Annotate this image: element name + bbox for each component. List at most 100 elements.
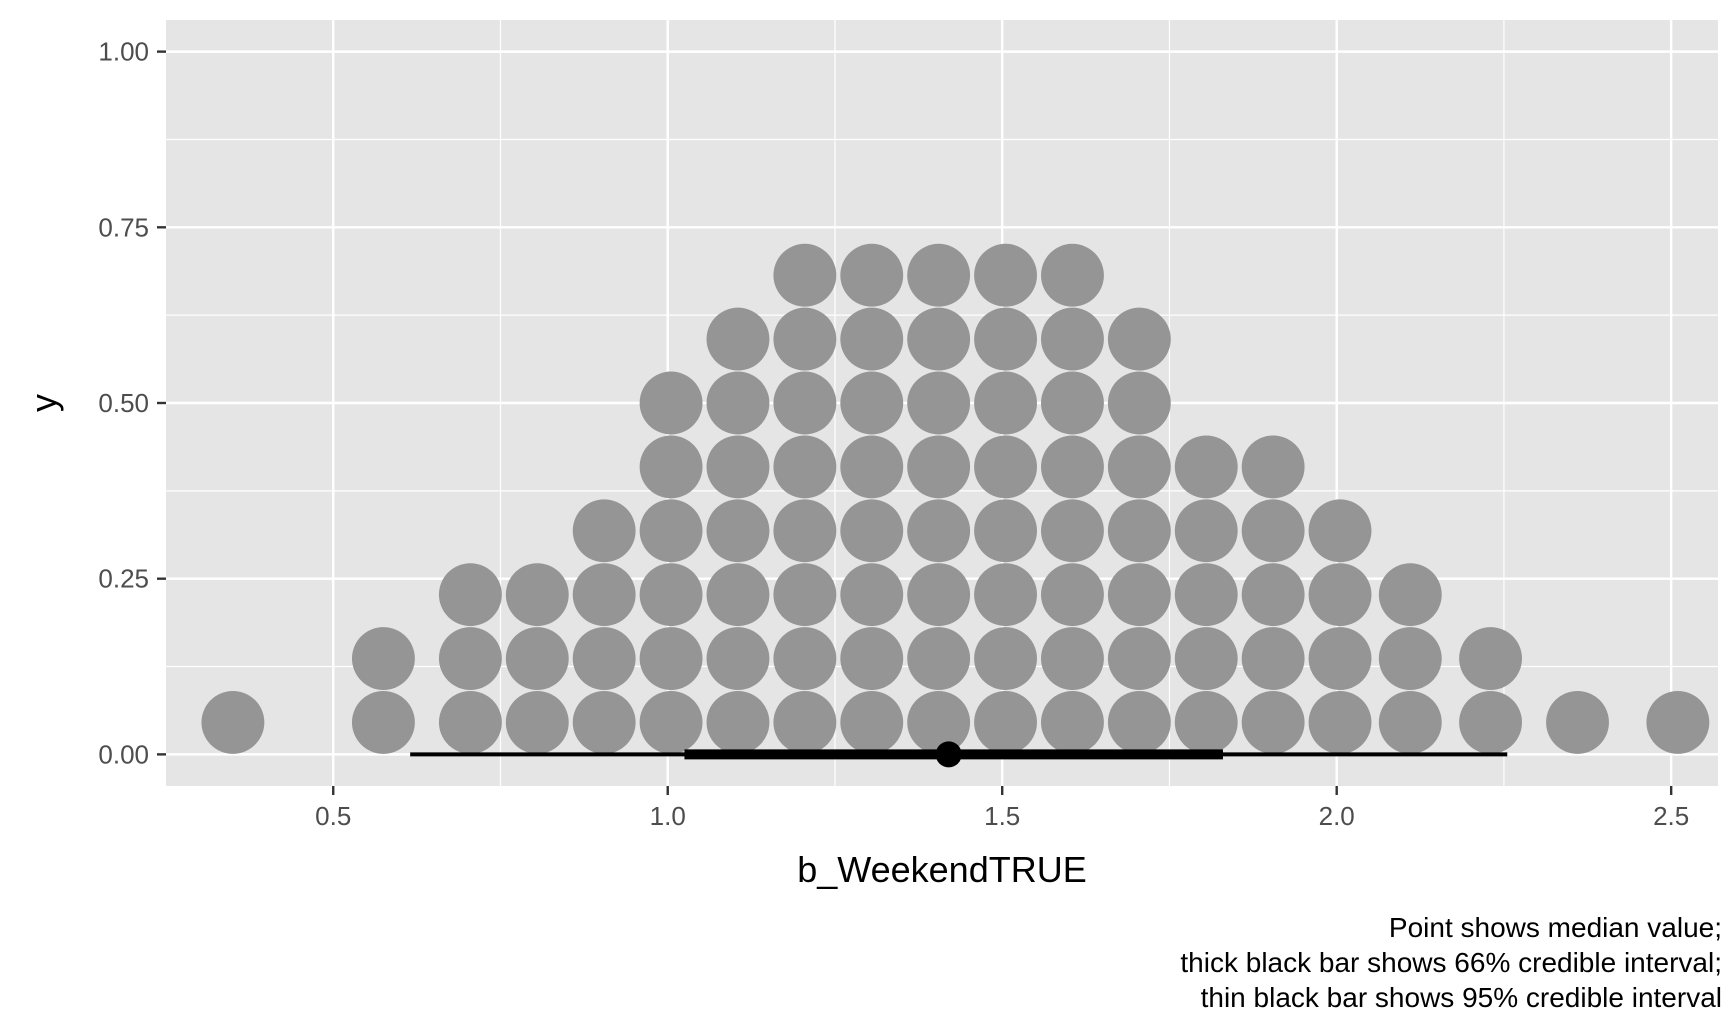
dot bbox=[1378, 563, 1442, 627]
dot bbox=[1107, 563, 1171, 627]
y-tick-label: 0.75 bbox=[98, 212, 149, 242]
dot bbox=[840, 627, 904, 690]
dot bbox=[1174, 627, 1238, 690]
dot bbox=[1459, 690, 1522, 754]
dot bbox=[706, 690, 770, 754]
x-tick-label: 2.5 bbox=[1653, 801, 1689, 831]
dot bbox=[1308, 627, 1372, 690]
dot bbox=[639, 499, 703, 563]
dot bbox=[351, 627, 415, 690]
dot bbox=[1041, 243, 1104, 307]
dot bbox=[572, 563, 636, 627]
dot bbox=[773, 563, 837, 627]
dot bbox=[1241, 499, 1305, 563]
x-tick-label: 1.5 bbox=[984, 801, 1020, 831]
x-axis-title: b_WeekendTRUE bbox=[797, 849, 1086, 890]
dot bbox=[706, 307, 770, 371]
credible-intervals bbox=[410, 741, 1508, 768]
dot bbox=[1646, 690, 1710, 754]
dot bbox=[974, 690, 1037, 754]
x-tick-label: 2.0 bbox=[1319, 801, 1355, 831]
dot bbox=[639, 627, 703, 690]
dot bbox=[974, 243, 1037, 307]
dot bbox=[572, 627, 636, 690]
dot bbox=[907, 371, 971, 435]
dot bbox=[1378, 690, 1442, 754]
dot bbox=[1459, 627, 1522, 690]
dot bbox=[907, 563, 971, 627]
dot bbox=[1308, 563, 1372, 627]
dot bbox=[351, 690, 415, 754]
dot bbox=[572, 690, 636, 754]
dot bbox=[907, 690, 971, 754]
dot bbox=[639, 690, 703, 754]
y-axis: 0.00 0.25 0.50 0.75 1.00 bbox=[98, 37, 166, 769]
dot bbox=[1241, 435, 1305, 499]
x-tick-label: 0.5 bbox=[315, 801, 351, 831]
dot bbox=[773, 243, 837, 307]
dot bbox=[1107, 499, 1171, 563]
dot bbox=[907, 307, 971, 371]
dot bbox=[907, 435, 971, 499]
caption-line-2: thick black bar shows 66% credible inter… bbox=[1180, 947, 1722, 978]
dot bbox=[1308, 499, 1372, 563]
dot bbox=[706, 499, 770, 563]
dot bbox=[1041, 563, 1104, 627]
dot bbox=[974, 307, 1037, 371]
dot bbox=[438, 627, 502, 690]
dot bbox=[1241, 627, 1305, 690]
dot bbox=[1107, 371, 1171, 435]
dot bbox=[974, 627, 1037, 690]
dot bbox=[773, 435, 837, 499]
dot bbox=[773, 627, 837, 690]
dot bbox=[1107, 690, 1171, 754]
dot bbox=[639, 563, 703, 627]
dot bbox=[706, 627, 770, 690]
dot bbox=[505, 627, 569, 690]
y-tick-label: 0.50 bbox=[98, 388, 149, 418]
dot bbox=[706, 435, 770, 499]
x-axis: 0.5 1.0 1.5 2.0 2.5 bbox=[315, 786, 1689, 831]
dot bbox=[974, 435, 1037, 499]
dot bbox=[1107, 307, 1171, 371]
dot bbox=[974, 371, 1037, 435]
dot bbox=[840, 690, 904, 754]
dot bbox=[505, 563, 569, 627]
dot bbox=[773, 499, 837, 563]
y-tick-label: 0.25 bbox=[98, 564, 149, 594]
dot bbox=[1241, 690, 1305, 754]
dot bbox=[974, 499, 1037, 563]
caption-line-1: Point shows median value; bbox=[1389, 912, 1722, 943]
dot bbox=[1041, 690, 1104, 754]
dot bbox=[1041, 307, 1104, 371]
dot bbox=[907, 499, 971, 563]
dot bbox=[840, 307, 904, 371]
dot bbox=[1174, 435, 1238, 499]
dot bbox=[840, 435, 904, 499]
dot bbox=[201, 690, 265, 754]
dot bbox=[773, 371, 837, 435]
dot bbox=[1174, 690, 1238, 754]
dot bbox=[438, 690, 502, 754]
dot bbox=[840, 499, 904, 563]
dot bbox=[505, 690, 569, 754]
dot bbox=[438, 563, 502, 627]
dot bbox=[706, 563, 770, 627]
dot bbox=[840, 243, 904, 307]
dot-stacks bbox=[201, 243, 1710, 754]
dot bbox=[907, 627, 971, 690]
dot bbox=[907, 243, 971, 307]
dot bbox=[706, 371, 770, 435]
dot bbox=[1041, 499, 1104, 563]
dot bbox=[1041, 627, 1104, 690]
dot bbox=[840, 563, 904, 627]
dot bbox=[840, 371, 904, 435]
dot bbox=[1308, 690, 1372, 754]
dot bbox=[773, 307, 837, 371]
dot bbox=[1174, 563, 1238, 627]
caption-line-3: thin black bar shows 95% credible interv… bbox=[1201, 982, 1722, 1013]
dot bbox=[1041, 371, 1104, 435]
y-tick-label: 0.00 bbox=[98, 739, 149, 769]
dot bbox=[1041, 435, 1104, 499]
